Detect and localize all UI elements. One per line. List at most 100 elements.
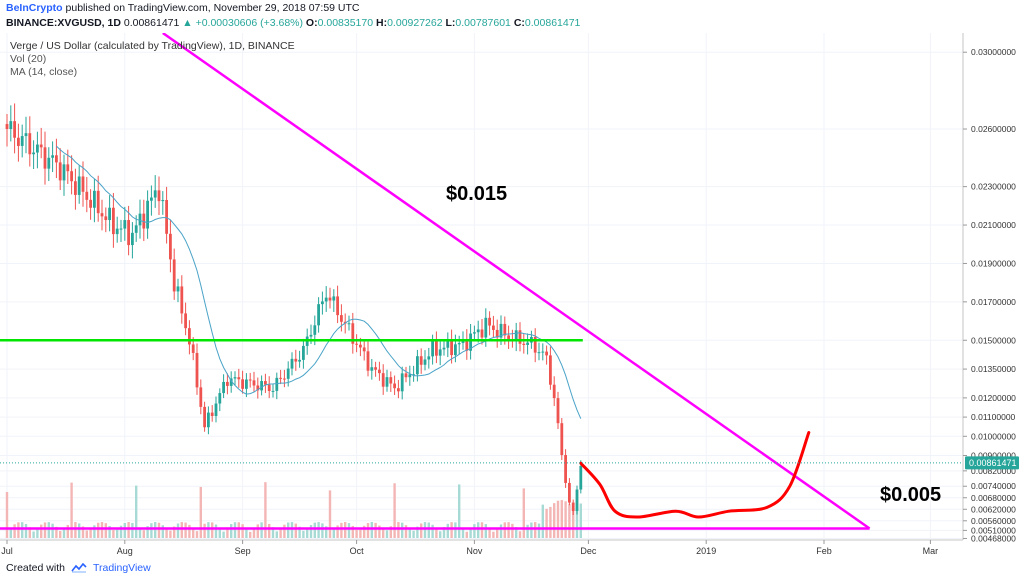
candle-body xyxy=(55,155,58,163)
publisher-name[interactable]: BeInCrypto xyxy=(6,2,63,14)
candle-body xyxy=(351,323,355,344)
publish-date: published on TradingView.com, November 2… xyxy=(62,2,360,14)
candle-body xyxy=(123,220,127,229)
volume-bar xyxy=(176,523,180,538)
projection-curve[interactable] xyxy=(579,431,811,519)
volume-bar xyxy=(218,528,221,538)
volume-bar xyxy=(173,526,176,538)
candle-body xyxy=(393,383,396,389)
volume-bar xyxy=(412,530,415,538)
candle-body xyxy=(252,380,256,386)
time-tick-label: Oct xyxy=(350,546,365,556)
volume-bar xyxy=(359,529,362,538)
volume-bar xyxy=(321,523,324,538)
volume-bar xyxy=(32,531,35,538)
candle-body xyxy=(264,381,267,385)
volume-bar xyxy=(534,522,537,538)
volume-bar xyxy=(70,482,73,538)
candle-body xyxy=(104,216,108,221)
volume-bar xyxy=(575,507,579,538)
price-tick-label: 0.00680000 xyxy=(971,493,1016,503)
candle-body xyxy=(457,343,461,345)
volume-bar xyxy=(180,522,183,538)
candle-body xyxy=(381,373,385,387)
volume-bar xyxy=(560,500,563,538)
volume-bar xyxy=(458,484,461,538)
volume-bar xyxy=(237,522,240,538)
price-tick-label: 0.02100000 xyxy=(971,220,1016,230)
volume-bar xyxy=(579,503,582,538)
candle-body xyxy=(419,356,423,365)
volume-bar xyxy=(515,527,518,538)
volume-bar xyxy=(85,530,88,538)
candle-body xyxy=(400,373,404,392)
price-tick-label: 0.02600000 xyxy=(971,124,1016,134)
volume-bar xyxy=(188,524,191,538)
volume-bar xyxy=(36,528,39,538)
candle-body xyxy=(5,124,9,130)
candle-body xyxy=(24,133,28,137)
candle-body xyxy=(290,358,294,369)
candle-body xyxy=(518,330,522,344)
volume-bar xyxy=(230,524,233,538)
price-chart[interactable]: Verge / US Dollar (calculated by Trading… xyxy=(0,33,1024,560)
volume-bar xyxy=(344,522,347,538)
price-axis[interactable] xyxy=(0,33,964,541)
candle-body xyxy=(552,384,556,399)
legend-title: Verge / US Dollar (calculated by Trading… xyxy=(10,40,295,52)
candle-body xyxy=(575,489,579,512)
candle-body xyxy=(279,377,282,379)
candle-body xyxy=(191,344,195,353)
candle-body xyxy=(522,343,526,345)
volume-bar xyxy=(154,522,157,538)
candle-body xyxy=(309,334,313,337)
close-value: 0.00861471 xyxy=(524,17,581,29)
volume-bar xyxy=(480,522,484,538)
volume-bar xyxy=(541,504,544,538)
volume-bar xyxy=(89,529,92,538)
candle-body xyxy=(385,377,389,387)
volume-bar xyxy=(165,529,168,538)
candle-body xyxy=(533,336,537,353)
volume-bar xyxy=(104,523,107,538)
volume-bar xyxy=(340,522,343,538)
descending-trend-line[interactable] xyxy=(162,33,871,530)
volume-bar xyxy=(211,522,214,538)
candle-body xyxy=(150,197,153,201)
candle-body xyxy=(465,339,469,351)
candle-body xyxy=(260,381,263,391)
support-label: $0.005 xyxy=(880,484,941,506)
candle-body xyxy=(267,384,271,391)
volume-bar xyxy=(385,530,389,538)
candle-body xyxy=(571,502,575,512)
candle-body xyxy=(332,296,336,301)
volume-bar xyxy=(496,527,499,538)
volume-bar xyxy=(290,522,294,538)
current-price-tag: 0.00861471 xyxy=(965,456,1019,470)
volume-bar xyxy=(17,522,20,538)
candle-body xyxy=(28,133,32,155)
price-tick-label: 0.00820000 xyxy=(971,466,1016,476)
current-price-tag-text: 0.00861471 xyxy=(969,458,1017,468)
volume-bar xyxy=(423,522,427,538)
legend-ma: MA (14, close) xyxy=(10,66,77,78)
volume-bar xyxy=(271,527,275,538)
last-price: 0.00861471 xyxy=(123,17,180,29)
time-tick-label: Dec xyxy=(580,546,597,556)
candle-body xyxy=(96,190,100,214)
candle-body xyxy=(438,349,442,356)
chart-header: BeInCrypto published on TradingView.com,… xyxy=(0,0,1024,32)
candle-body xyxy=(378,369,381,374)
candle-body xyxy=(537,352,541,354)
volume-bar xyxy=(203,523,206,538)
volume-bar xyxy=(420,523,423,538)
volume-bar xyxy=(526,524,529,538)
volume-bar xyxy=(572,508,575,538)
tradingview-link[interactable]: TradingView xyxy=(92,562,151,574)
candle-body xyxy=(416,356,419,375)
candle-body xyxy=(442,347,446,350)
time-tick-label: Feb xyxy=(816,546,832,556)
volume-bar xyxy=(62,528,66,538)
candle-body xyxy=(241,379,244,389)
volume-bar xyxy=(112,529,115,538)
